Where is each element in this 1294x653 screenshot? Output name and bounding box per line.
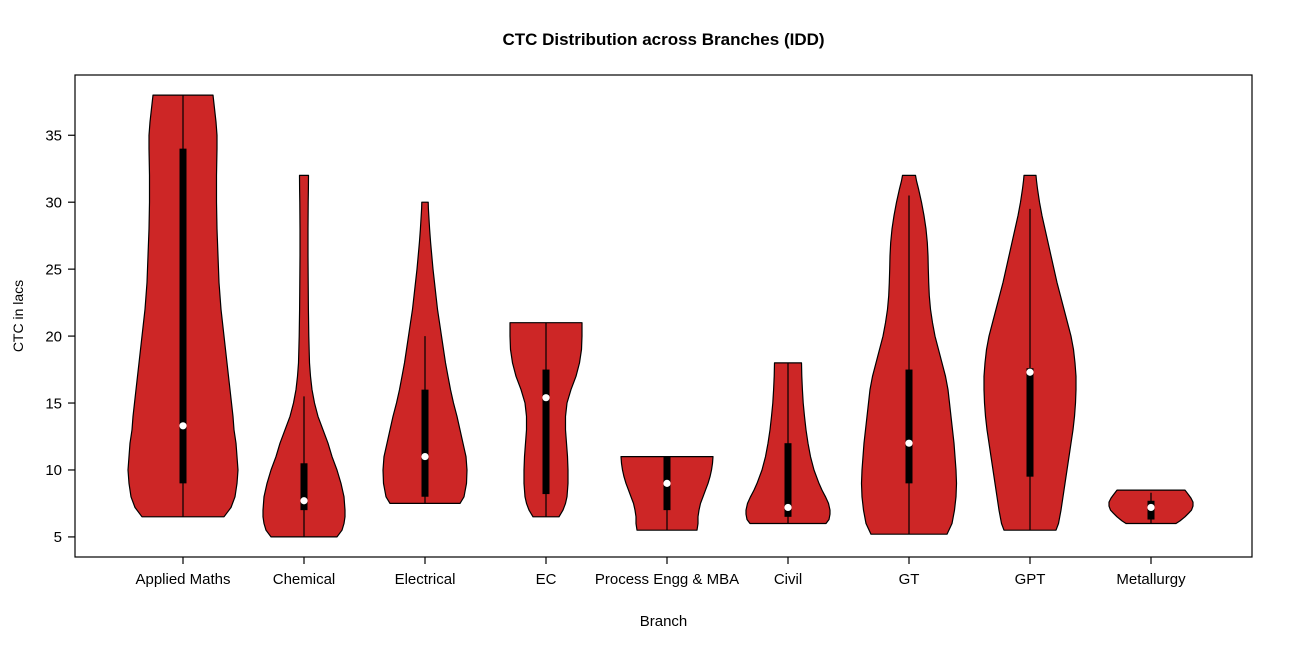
- median-dot-process-engg-mba: [663, 479, 671, 487]
- median-dot-metallurgy: [1147, 503, 1155, 512]
- median-dot-electrical: [421, 452, 429, 461]
- y-tick-label-30: 30: [45, 194, 62, 211]
- violin-chemical: [262, 174, 346, 538]
- median-dot-gpt: [1026, 368, 1034, 376]
- plot-border: [74, 74, 1253, 558]
- y-tick-label-20: 20: [45, 328, 62, 345]
- x-axis-label: Branch: [639, 613, 688, 630]
- x-category-label-applied-maths: Applied Maths: [135, 571, 230, 588]
- x-category-label-electrical: Electrical: [395, 571, 456, 588]
- median-dot-civil: [784, 503, 792, 512]
- iqr-box-gt: [905, 369, 913, 484]
- y-tick-label-15: 15: [45, 395, 62, 412]
- x-category-label-metallurgy: Metallurgy: [1116, 571, 1186, 588]
- x-category-label-gpt: GPT: [1015, 571, 1046, 588]
- x-category-label-ec: EC: [536, 571, 557, 588]
- y-tick-label-35: 35: [45, 128, 62, 145]
- iqr-box-chemical: [300, 463, 308, 511]
- median-dot-applied-maths: [179, 422, 187, 430]
- chart-title: CTC Distribution across Branches (IDD): [502, 30, 825, 49]
- x-category-label-process-engg-mba: Process Engg & MBA: [595, 571, 739, 588]
- y-tick-label-10: 10: [45, 462, 62, 479]
- y-tick-label-25: 25: [45, 261, 62, 278]
- iqr-box-gpt: [1026, 368, 1034, 477]
- median-dot-chemical: [300, 497, 308, 505]
- median-dot-gt: [905, 439, 913, 447]
- iqr-box-electrical: [421, 389, 429, 497]
- x-category-label-chemical: Chemical: [273, 571, 336, 588]
- x-category-label-civil: Civil: [774, 571, 802, 588]
- median-dot-ec: [542, 394, 550, 402]
- iqr-box-ec: [542, 369, 550, 495]
- iqr-box-civil: [784, 443, 792, 517]
- x-category-label-gt: GT: [899, 571, 920, 588]
- iqr-box-applied-maths: [179, 148, 187, 484]
- y-tick-label-5: 5: [54, 529, 62, 546]
